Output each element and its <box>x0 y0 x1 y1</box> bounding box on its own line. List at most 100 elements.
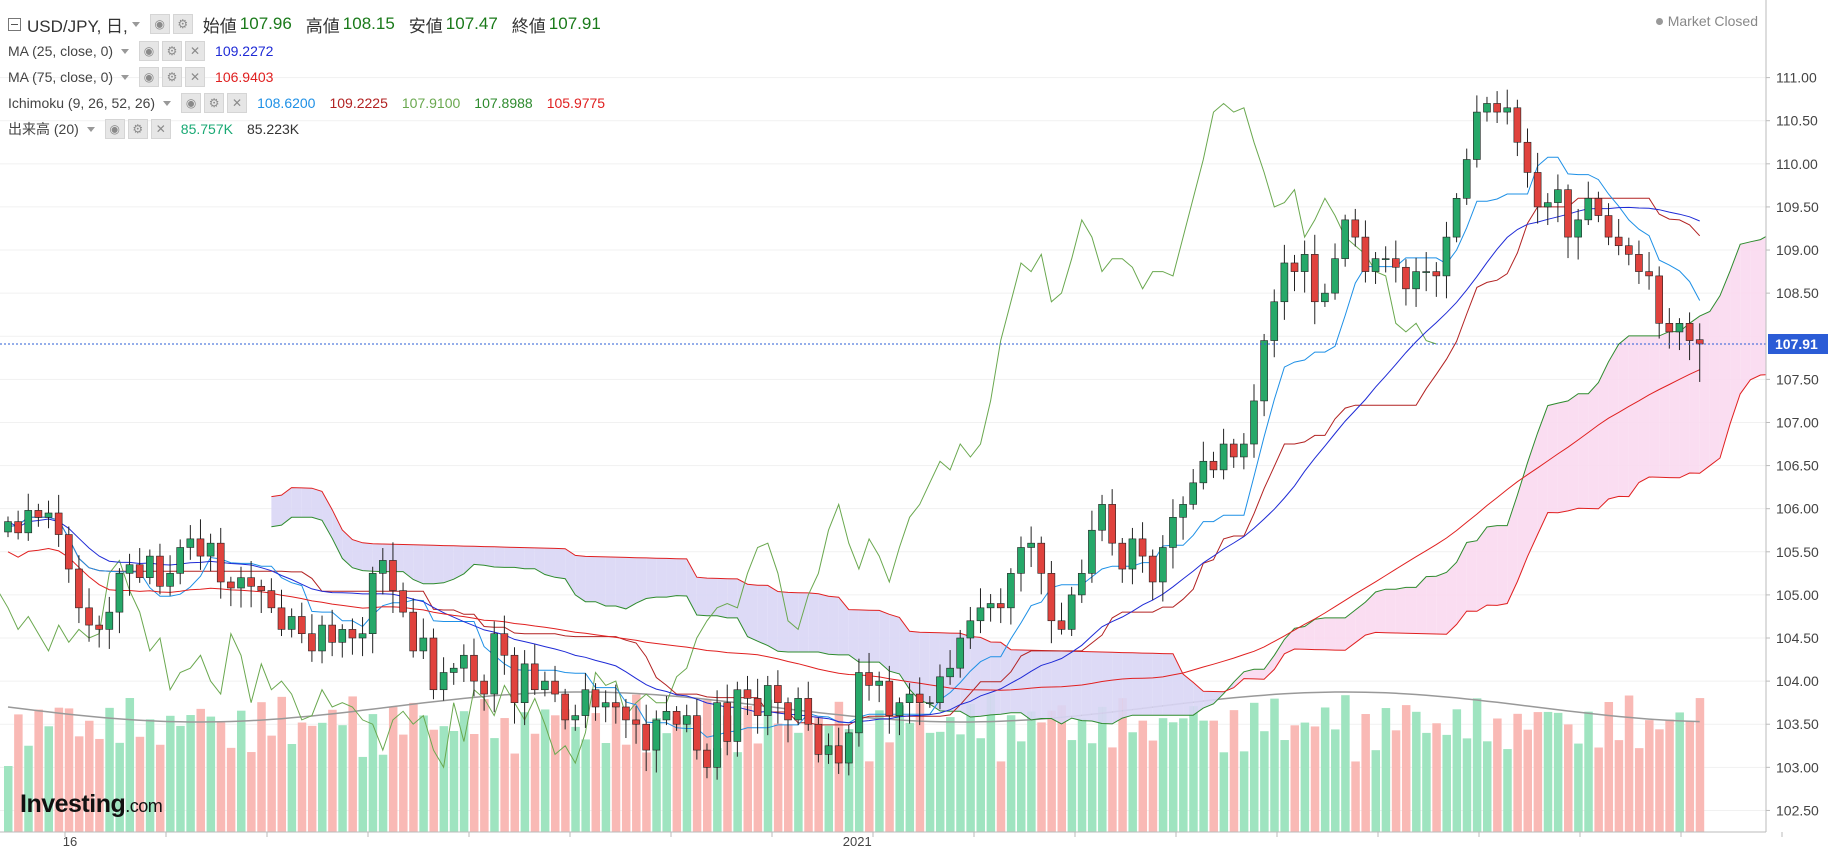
chevron-down-icon[interactable] <box>121 74 130 80</box>
volume-bar <box>571 726 580 832</box>
volume-bar <box>1087 743 1097 832</box>
volume-bar <box>1432 723 1441 832</box>
ichimoku-label[interactable]: Ichimoku (9, 26, 52, 26) <box>8 95 156 111</box>
cloud-segment <box>504 547 515 568</box>
close-icon[interactable]: ✕ <box>185 41 206 61</box>
candle-down <box>1695 339 1704 345</box>
gear-icon[interactable]: ⚙ <box>162 67 183 87</box>
volume-bar <box>804 723 813 832</box>
close-icon[interactable]: ✕ <box>185 67 206 87</box>
candle-up <box>460 654 468 669</box>
candle-up <box>946 667 954 678</box>
candle-up <box>1675 323 1684 333</box>
gear-icon[interactable]: ⚙ <box>204 93 225 113</box>
volume-bar <box>794 732 803 832</box>
volume-bar <box>956 734 965 832</box>
ma75-label[interactable]: MA (75, close, 0) <box>8 69 114 85</box>
candle <box>611 684 620 724</box>
volume-bar <box>1493 718 1502 832</box>
close-icon[interactable]: ✕ <box>150 119 171 139</box>
cloud-segment <box>1304 619 1315 650</box>
chevron-down-icon[interactable] <box>86 126 95 132</box>
candle-down <box>480 680 488 695</box>
candle-down <box>1118 542 1127 570</box>
candle-down <box>1513 107 1522 143</box>
candle <box>824 733 833 764</box>
candle-up <box>1179 504 1187 518</box>
candle-up <box>105 611 114 630</box>
candle <box>1007 568 1015 625</box>
cloud-segment <box>1061 651 1072 724</box>
volume-bar <box>1645 720 1654 832</box>
volume-bar <box>1077 718 1087 832</box>
candle <box>915 677 924 726</box>
cloud-segment <box>332 509 343 559</box>
volume-bar <box>1391 730 1401 832</box>
candle-up <box>146 555 154 578</box>
eye-icon[interactable]: ◉ <box>104 119 125 139</box>
candle <box>1645 252 1653 290</box>
candle <box>500 615 509 675</box>
cloud-segment <box>777 591 789 653</box>
candle <box>1280 244 1289 320</box>
volume-bar <box>338 725 347 832</box>
volume-bar <box>1553 712 1563 832</box>
time-tick-label: 16 <box>63 834 77 847</box>
candle-down <box>834 745 843 764</box>
candle-up <box>662 710 671 721</box>
candle-up <box>571 715 580 721</box>
volume-label[interactable]: 出来高 (20) <box>8 121 79 137</box>
eye-icon[interactable]: ◉ <box>149 14 170 34</box>
cloud-segment <box>747 584 758 642</box>
candle <box>166 555 174 596</box>
candle-down <box>156 555 164 587</box>
candle <box>1381 246 1390 273</box>
cloud-segment <box>1335 617 1346 651</box>
candle-down <box>135 564 144 578</box>
cloud-segment <box>443 545 454 583</box>
gear-icon[interactable]: ⚙ <box>172 14 193 34</box>
candle <box>814 717 823 763</box>
eye-icon[interactable]: ◉ <box>181 93 202 113</box>
gear-icon[interactable]: ⚙ <box>162 41 183 61</box>
cloud-segment <box>514 547 525 569</box>
collapse-icon[interactable] <box>8 17 21 31</box>
candle <box>186 525 195 560</box>
cloud-segment <box>1497 525 1508 606</box>
chevron-down-icon[interactable] <box>131 21 140 27</box>
candle <box>774 670 782 724</box>
cloud-segment <box>362 542 373 572</box>
volume-bar <box>1098 706 1107 832</box>
cloud-segment <box>1152 653 1163 716</box>
volume-bar <box>915 703 925 832</box>
candle-up <box>1503 107 1512 113</box>
candle-down <box>1665 323 1674 333</box>
candle-down <box>1614 236 1623 247</box>
candle-up <box>1027 542 1035 548</box>
volume-bar <box>318 722 327 832</box>
eye-icon[interactable]: ◉ <box>139 67 160 87</box>
candle-up <box>1169 517 1177 548</box>
cloud-segment <box>1091 651 1103 724</box>
volume-ma-line <box>7 691 1700 723</box>
close-icon[interactable]: ✕ <box>227 93 248 113</box>
symbol-label[interactable]: USD/JPY, 日, <box>27 16 128 36</box>
candle <box>297 602 306 644</box>
volume-bar <box>1361 714 1370 832</box>
candle-down <box>1493 103 1501 113</box>
gear-icon[interactable]: ⚙ <box>127 119 148 139</box>
cloud-segment <box>1436 572 1447 635</box>
candle-down <box>1361 236 1370 272</box>
candle-up <box>1412 271 1420 290</box>
cloud-segment <box>666 558 677 598</box>
chevron-down-icon[interactable] <box>163 100 172 106</box>
cloud-segment <box>869 610 880 663</box>
chevron-down-icon[interactable] <box>121 48 130 54</box>
ma25-label[interactable]: MA (25, close, 0) <box>8 43 114 59</box>
candle-up <box>733 689 742 742</box>
eye-icon[interactable]: ◉ <box>139 41 160 61</box>
candle-down <box>865 672 873 686</box>
cloud-segment <box>281 487 292 526</box>
volume-bar <box>743 706 752 832</box>
